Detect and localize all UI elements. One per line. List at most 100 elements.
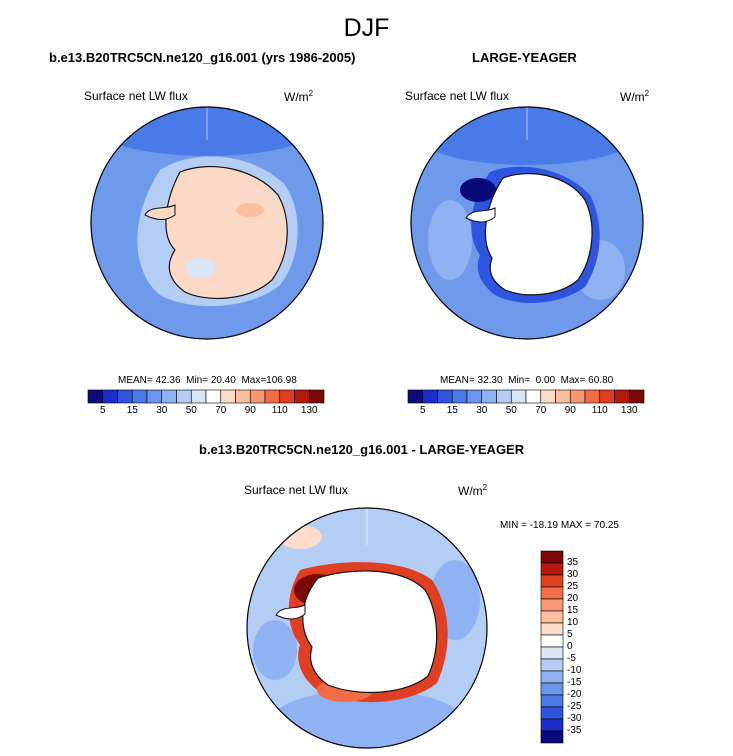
colorbar-swatch bbox=[235, 389, 251, 404]
colorbar-tick-label: 110 bbox=[271, 405, 288, 416]
colorbar-swatch bbox=[540, 634, 564, 648]
colorbar-tick-label: 30 bbox=[156, 405, 168, 416]
units-label-diff: W/m2 bbox=[458, 483, 488, 498]
colorbar-swatch bbox=[569, 389, 586, 404]
peninsula bbox=[465, 207, 496, 223]
colorbar-tick-label: 70 bbox=[535, 405, 547, 416]
colorbar-swatch bbox=[540, 574, 564, 588]
colorbar-swatch bbox=[540, 389, 556, 404]
colorbar-tick-label: -10 bbox=[567, 665, 582, 676]
colorbar-tick-label: 0 bbox=[567, 641, 573, 652]
units-label-model: W/m2 bbox=[284, 89, 314, 104]
colorbar-tick-label: 130 bbox=[620, 405, 638, 416]
colorbar-swatch bbox=[540, 730, 564, 744]
colorbar-swatch bbox=[540, 622, 564, 636]
colorbar-swatch bbox=[540, 718, 564, 732]
panel-title-model: b.e13.B20TRC5CN.ne120_g16.001 (yrs 1986-… bbox=[49, 50, 356, 65]
colorbar-model bbox=[87, 389, 325, 404]
colorbar-tick-label: 50 bbox=[185, 405, 197, 416]
panel-title-diff: b.e13.B20TRC5CN.ne120_g16.001 - LARGE-YE… bbox=[199, 442, 525, 457]
colorbar-swatch bbox=[87, 389, 104, 404]
colorbar-swatch bbox=[205, 389, 222, 404]
colorbar-tick-label: 25 bbox=[567, 581, 579, 592]
colorbar-swatch bbox=[190, 389, 207, 404]
south-blue-band bbox=[272, 690, 462, 748]
colorbar-swatch bbox=[555, 389, 571, 404]
colorbar-swatch bbox=[176, 389, 192, 404]
colorbar-tick-label: 15 bbox=[567, 605, 579, 616]
colorbar-tick-label: -30 bbox=[567, 713, 582, 724]
map-panel-obs bbox=[410, 106, 644, 340]
colorbar-swatch bbox=[540, 670, 564, 684]
map-panel-diff bbox=[246, 507, 488, 749]
colorbar-swatch bbox=[249, 389, 266, 404]
colorbar-swatch bbox=[422, 389, 438, 404]
map-border bbox=[410, 106, 644, 340]
peninsula bbox=[144, 204, 176, 220]
weddell-light bbox=[428, 200, 472, 280]
colorbar-swatch bbox=[131, 389, 148, 404]
colorbar-swatch bbox=[540, 586, 564, 600]
colorbar-swatch bbox=[540, 646, 564, 660]
colorbar-swatch bbox=[220, 389, 236, 404]
stats-diff: MIN = -18.19 MAX = 70.25 bbox=[500, 520, 619, 531]
colorbar-swatch bbox=[279, 389, 295, 404]
colorbar-tick-label: 15 bbox=[446, 405, 458, 416]
colorbar-swatch bbox=[437, 389, 453, 404]
colorbar-swatch bbox=[540, 682, 564, 696]
colorbar-tick-label: 20 bbox=[567, 593, 579, 604]
colorbar-tick-label: 50 bbox=[505, 405, 517, 416]
colorbar-swatch bbox=[308, 389, 325, 404]
colorbar-swatch bbox=[451, 389, 468, 404]
plateau-high bbox=[236, 203, 264, 217]
colorbar-swatch bbox=[540, 694, 564, 708]
variable-label-obs: Surface net LW flux bbox=[405, 89, 509, 103]
antarctica-continent bbox=[484, 173, 593, 296]
stats-obs: MEAN= 32.30 Min= 0.00 Max= 60.80 bbox=[440, 375, 614, 386]
colorbar-swatch bbox=[540, 610, 564, 624]
units-label-obs: W/m2 bbox=[620, 89, 650, 104]
colorbar-swatch bbox=[599, 389, 615, 404]
colorbar-swatch bbox=[540, 658, 564, 672]
colorbar-tick-label: 30 bbox=[476, 405, 488, 416]
stats-model: MEAN= 42.36 Min= 20.40 Max=106.98 bbox=[118, 375, 297, 386]
colorbar-diff bbox=[540, 550, 564, 744]
antarctica-continent bbox=[165, 166, 288, 300]
colorbar-swatch bbox=[466, 389, 483, 404]
variable-label-model: Surface net LW flux bbox=[84, 89, 188, 103]
map-panel-model bbox=[90, 106, 324, 340]
colorbar-swatch bbox=[117, 389, 133, 404]
figure-title: DJF bbox=[343, 14, 390, 42]
west-blue-patch bbox=[253, 620, 297, 680]
colorbar-swatch bbox=[540, 550, 564, 564]
colorbar-tick-label: 90 bbox=[244, 405, 256, 416]
colorbar-tick-label: 15 bbox=[126, 405, 138, 416]
colorbar-swatch bbox=[102, 389, 118, 404]
colorbar-swatch bbox=[628, 389, 645, 404]
map-border bbox=[90, 106, 324, 340]
colorbar-tick-label: 30 bbox=[567, 569, 579, 580]
peninsula bbox=[275, 604, 306, 620]
colorbar-tick-label: 5 bbox=[567, 629, 573, 640]
colorbar-swatch bbox=[407, 389, 424, 404]
colorbar-swatch bbox=[540, 598, 564, 612]
colorbar-swatch bbox=[584, 389, 601, 404]
colorbar-swatch bbox=[614, 389, 630, 404]
colorbar-swatch bbox=[540, 562, 564, 576]
colorbar-tick-label: 110 bbox=[591, 405, 608, 416]
colorbar-swatch bbox=[294, 389, 310, 404]
colorbar-tick-label: 130 bbox=[300, 405, 318, 416]
colorbar-tick-label: -35 bbox=[567, 725, 582, 736]
colorbar-tick-label: 10 bbox=[567, 617, 579, 628]
colorbar-swatch bbox=[161, 389, 177, 404]
ross-ice-shelf bbox=[185, 258, 215, 278]
colorbar-swatch bbox=[510, 389, 527, 404]
colorbar-tick-label: 90 bbox=[564, 405, 576, 416]
colorbar-tick-label: 35 bbox=[567, 557, 579, 568]
colorbar-swatch bbox=[481, 389, 497, 404]
colorbar-swatch bbox=[264, 389, 281, 404]
map-border bbox=[246, 507, 488, 749]
colorbar-swatch bbox=[146, 389, 163, 404]
antarctica-continent bbox=[302, 570, 438, 694]
